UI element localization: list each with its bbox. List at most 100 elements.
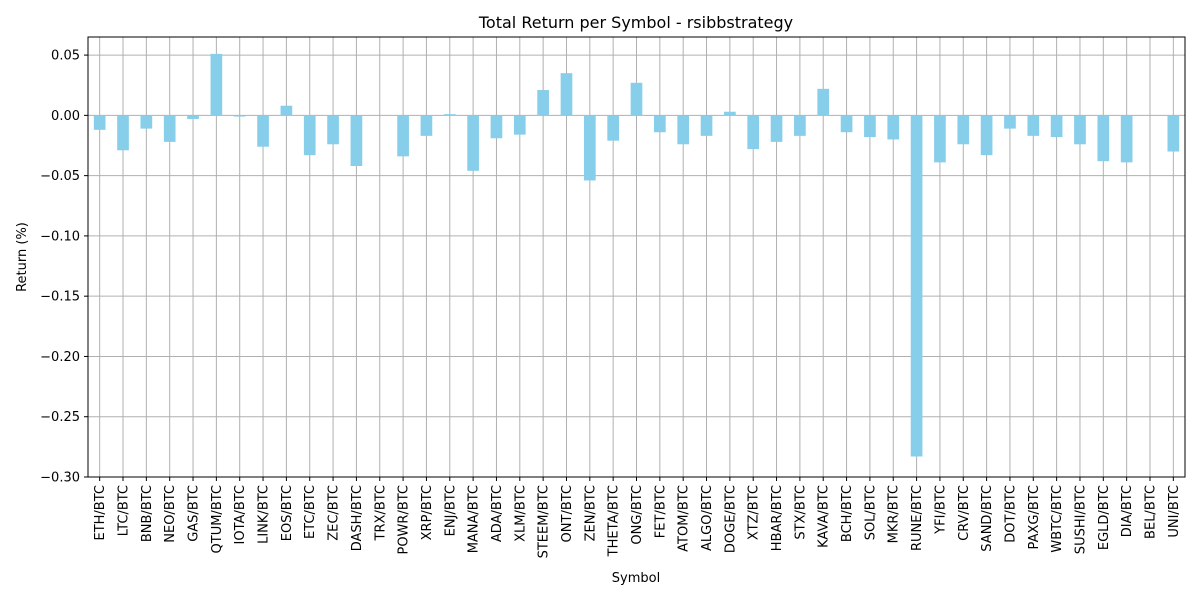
x-tick-label: QTUM/BTC xyxy=(210,485,225,553)
x-tick-label: DOT/BTC xyxy=(1003,485,1018,543)
bar-neo-btc xyxy=(163,115,176,142)
x-tick-label: BCH/BTC xyxy=(840,485,855,542)
x-tick-label: DIA/BTC xyxy=(1120,485,1135,537)
x-tick-label: POWR/BTC xyxy=(397,485,412,555)
x-tick-label: ETC/BTC xyxy=(303,485,318,539)
bar-enj-btc xyxy=(443,114,456,116)
x-tick-label: ETH/BTC xyxy=(93,485,108,541)
bar-eth-btc xyxy=(93,115,106,130)
bar-xtz-btc xyxy=(747,115,760,150)
x-tick-label: CRV/BTC xyxy=(957,485,972,541)
bar-theta-btc xyxy=(607,115,619,141)
x-tick-label: LTC/BTC xyxy=(117,485,132,536)
bar-uni-btc xyxy=(1167,115,1180,152)
y-tick-label: −0.05 xyxy=(40,169,80,184)
bar-hbar-btc xyxy=(770,115,783,142)
bar-sand-btc xyxy=(980,115,993,156)
bar-paxg-btc xyxy=(1027,115,1040,136)
bar-ltc-btc xyxy=(117,115,129,151)
bar-fet-btc xyxy=(654,115,666,133)
bar-sol-btc xyxy=(864,115,876,138)
x-tick-label: YFI/BTC xyxy=(933,485,948,535)
bar-bnb-btc xyxy=(140,115,153,129)
bar-egld-btc xyxy=(1097,115,1110,162)
bar-crv-btc xyxy=(957,115,970,145)
x-tick-label: FET/BTC xyxy=(653,485,668,538)
bar-doge-btc xyxy=(724,111,736,116)
bar-dia-btc xyxy=(1120,115,1133,163)
x-tick-label: ZEC/BTC xyxy=(327,485,342,541)
bar-yfi-btc xyxy=(934,115,946,163)
bar-dash-btc xyxy=(350,115,363,166)
x-tick-label: IOTA/BTC xyxy=(233,485,248,544)
x-tick-label: THETA/BTC xyxy=(607,485,622,557)
x-tick-label: UNI/BTC xyxy=(1167,485,1182,538)
x-tick-label: ADA/BTC xyxy=(490,485,505,542)
x-tick-label: SOL/BTC xyxy=(863,485,878,540)
bar-eos-btc xyxy=(280,105,293,116)
x-tick-label: KAVA/BTC xyxy=(817,485,832,548)
y-tick-label: −0.20 xyxy=(40,350,80,365)
bar-xrp-btc xyxy=(420,115,433,136)
x-tick-label: TRX/BTC xyxy=(373,485,388,541)
bar-atom-btc xyxy=(677,115,690,145)
bar-ont-btc xyxy=(560,73,573,116)
y-tick-label: −0.15 xyxy=(40,290,80,305)
bar-zec-btc xyxy=(327,115,339,145)
x-tick-label: EGLD/BTC xyxy=(1097,485,1112,550)
grid-layer xyxy=(88,37,1185,478)
x-tick-label: MANA/BTC xyxy=(467,485,482,553)
bar-mkr-btc xyxy=(887,115,900,140)
bar-algo-btc xyxy=(700,115,713,136)
y-tick-label: −0.10 xyxy=(40,229,80,244)
x-tick-label: HBAR/BTC xyxy=(770,485,785,551)
bar-kava-btc xyxy=(817,88,830,116)
bar-dot-btc xyxy=(1004,115,1016,129)
x-tick-label: ZEN/BTC xyxy=(583,485,598,541)
bar-qtum-btc xyxy=(210,53,223,116)
x-tick-label: PAXG/BTC xyxy=(1027,485,1042,549)
bar-rune-btc xyxy=(910,115,923,457)
bar-powr-btc xyxy=(397,115,409,157)
axes-layer: 0.05 0.00 −0.05 −0.10 −0.15 −0.20 −0.25 −0.30 ET… xyxy=(40,36,1186,558)
x-tick-label: GAS/BTC xyxy=(187,485,202,542)
y-tick-label: −0.25 xyxy=(40,410,80,425)
y-tick-label: 0.00 xyxy=(51,109,80,124)
x-tick-label: MKR/BTC xyxy=(887,485,902,543)
bar-stx-btc xyxy=(794,115,806,136)
y-tick-label: −0.30 xyxy=(40,471,80,486)
x-tick-label: XRP/BTC xyxy=(420,485,435,540)
x-tick-label: ONG/BTC xyxy=(630,485,645,545)
x-tick-label: ENJ/BTC xyxy=(443,485,458,536)
bar-gas-btc xyxy=(187,115,199,119)
bar-bch-btc xyxy=(840,115,853,133)
bar-ong-btc xyxy=(630,82,643,116)
x-tick-label: STX/BTC xyxy=(793,485,808,540)
bars-layer xyxy=(93,53,1180,457)
bar-ada-btc xyxy=(490,115,503,139)
bar-iota-btc xyxy=(233,115,246,117)
bar-sushi-btc xyxy=(1074,115,1086,145)
x-tick-label: NEO/BTC xyxy=(163,485,178,543)
plot-frame xyxy=(87,36,1186,478)
x-tick-label: ALGO/BTC xyxy=(700,485,715,551)
x-tick-label: BEL/BTC xyxy=(1143,485,1158,539)
chart-title: Total Return per Symbol - rsibbstrategy xyxy=(478,13,793,32)
x-tick-label: RUNE/BTC xyxy=(910,485,925,551)
x-tick-label: SUSHI/BTC xyxy=(1073,485,1088,554)
x-tick-label: STEEM/BTC xyxy=(537,485,552,558)
bar-mana-btc xyxy=(467,115,479,171)
bar-etc-btc xyxy=(303,115,316,156)
x-tick-label: DOGE/BTC xyxy=(723,485,738,553)
x-axis-label: Symbol xyxy=(612,571,660,586)
bar-zen-btc xyxy=(583,115,596,181)
bar-link-btc xyxy=(257,115,269,147)
x-tick-label: LINK/BTC xyxy=(257,485,272,544)
x-tick-label: SAND/BTC xyxy=(980,485,995,552)
y-tick-label: 0.05 xyxy=(51,49,80,64)
x-tick-label: DASH/BTC xyxy=(350,485,365,551)
x-tick-label: EOS/BTC xyxy=(280,485,295,541)
bar-steem-btc xyxy=(537,90,549,116)
